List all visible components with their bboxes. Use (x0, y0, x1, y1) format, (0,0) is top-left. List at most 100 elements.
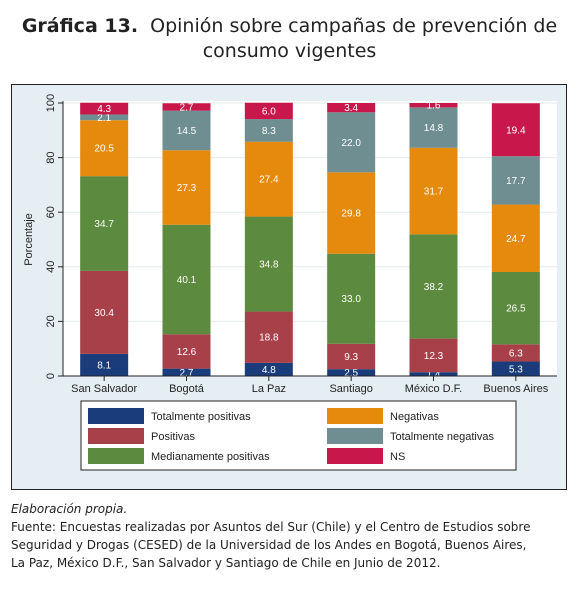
bar-segment (491, 344, 540, 362)
legend-swatch (88, 428, 144, 444)
legend-swatch (327, 448, 383, 464)
x-tick-label: Santiago (329, 383, 372, 395)
bar-segment (409, 234, 458, 339)
bar-segment (80, 270, 129, 354)
y-tick-label: 100 (45, 94, 57, 112)
source-line-1: Fuente: Encuestas realizadas por Asuntos… (11, 520, 531, 534)
data-label: 30.4 (94, 308, 114, 319)
data-label: 27.3 (177, 183, 197, 194)
legend (80, 400, 517, 471)
data-label: 9.3 (344, 352, 358, 363)
data-label: 34.7 (94, 219, 114, 230)
source-line-3: La Paz, México D.F., San Salvador y Sant… (11, 556, 441, 570)
data-label: 1.6 (427, 101, 441, 112)
plot-area (63, 101, 557, 376)
data-label: 2.7 (180, 368, 194, 379)
x-tick-label: San Salvador (71, 383, 137, 395)
bar-segment (491, 361, 540, 376)
data-label: 3.4 (344, 103, 358, 114)
bar-segment (327, 253, 376, 344)
data-label: 20.5 (94, 144, 114, 155)
bar-segment (327, 369, 376, 376)
legend-swatch (327, 428, 383, 444)
bar-segment (244, 311, 293, 363)
bar-segment (327, 343, 376, 370)
data-label: 22.0 (341, 138, 361, 149)
data-label: 29.8 (341, 209, 361, 220)
bar-segment (409, 372, 458, 376)
bar-segment (409, 338, 458, 373)
data-label: 27.4 (259, 175, 279, 186)
legend-label: Positivas (151, 431, 196, 443)
bar-segment (162, 150, 211, 225)
data-label: 34.8 (259, 260, 279, 271)
bar-segment (491, 204, 540, 272)
bar-segment (409, 107, 458, 148)
data-label: 18.8 (259, 333, 279, 344)
y-axis-label: Porcentaje (23, 213, 35, 266)
data-label: 12.6 (177, 347, 197, 358)
x-tick-label: México D.F. (405, 383, 462, 395)
data-label: 8.3 (262, 126, 276, 137)
data-label: 40.1 (177, 275, 197, 286)
bar-segment (491, 156, 540, 205)
data-label: 14.8 (424, 123, 444, 134)
legend-label: Medianamente positivas (151, 451, 270, 463)
data-label: 14.5 (177, 126, 197, 137)
chart-title: Gráfica 13. Opinión sobre campañas de pr… (0, 14, 579, 64)
legend-swatch (88, 448, 144, 464)
legend-label: NS (390, 451, 405, 463)
bar-segment (80, 120, 129, 177)
y-tick-label: 60 (45, 206, 57, 218)
data-label: 6.3 (509, 348, 523, 359)
bar-segment (244, 119, 293, 142)
bar-segment (244, 362, 293, 376)
data-label: 2.1 (97, 113, 111, 124)
data-label: 6.0 (262, 106, 276, 117)
data-label: 24.7 (506, 234, 526, 245)
data-label: 5.3 (509, 364, 523, 375)
source-line-2: Seguridad y Drogas (CESED) de la Univers… (11, 538, 527, 552)
data-label: 31.7 (424, 187, 444, 198)
y-tick-label: 20 (45, 315, 57, 327)
chart-notes: Elaboración propia. Fuente: Encuestas re… (11, 500, 571, 572)
bar-segment (80, 114, 129, 121)
bar-segment (409, 103, 458, 108)
data-label: 4.8 (262, 365, 276, 376)
bar-segment (409, 147, 458, 235)
bar-segment (244, 141, 293, 217)
data-label: 2.7 (180, 102, 194, 113)
title-line-2: consumo vigentes (202, 40, 377, 62)
legend-swatch (88, 408, 144, 424)
bar-segment (491, 103, 540, 157)
bar-segment (327, 172, 376, 254)
bar-segment (327, 103, 376, 113)
data-label: 2.5 (344, 368, 358, 379)
bar-segment (80, 102, 129, 115)
bar-segment (162, 368, 211, 376)
y-tick-label: 0 (45, 373, 57, 379)
bar-segment (162, 103, 211, 111)
legend-label: Totalmente positivas (151, 411, 251, 423)
y-tick-label: 40 (45, 261, 57, 273)
legend-swatch (327, 408, 383, 424)
data-label: 26.5 (506, 304, 526, 315)
figure-number: Gráfica 13. (21, 15, 139, 37)
data-label: 12.3 (424, 351, 444, 362)
data-label: 38.2 (424, 282, 444, 293)
data-label: 8.1 (97, 360, 111, 371)
x-tick-label: La Paz (252, 383, 286, 395)
bar-segment (162, 224, 211, 335)
x-tick-label: Bogotá (169, 383, 205, 395)
legend-label: Totalmente negativas (390, 431, 494, 443)
x-tick-label: Buenos Aires (483, 383, 548, 395)
bar-segment (80, 176, 129, 271)
bar-segment (80, 353, 129, 376)
elaboration-note: Elaboración propia. (11, 502, 128, 516)
title-line-1: Opinión sobre campañas de prevención de (150, 15, 558, 37)
bar-segment (162, 334, 211, 369)
bar-segment (244, 102, 293, 120)
bar-segment (244, 216, 293, 312)
bar-segment (162, 110, 211, 151)
